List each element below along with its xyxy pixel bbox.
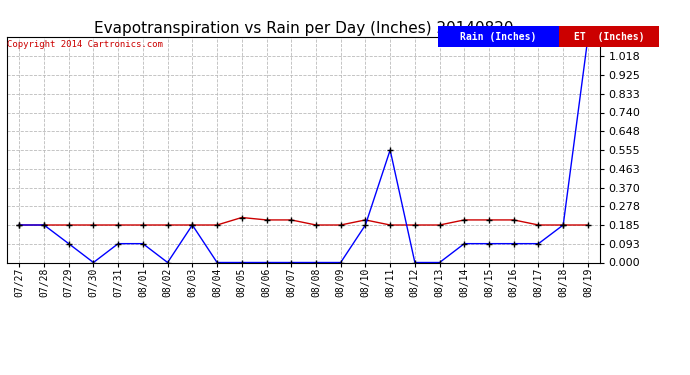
Text: Copyright 2014 Cartronics.com: Copyright 2014 Cartronics.com: [7, 40, 163, 49]
Title: Evapotranspiration vs Rain per Day (Inches) 20140820: Evapotranspiration vs Rain per Day (Inch…: [94, 21, 513, 36]
Text: Rain (Inches): Rain (Inches): [460, 32, 537, 42]
Text: ET  (Inches): ET (Inches): [573, 32, 644, 42]
